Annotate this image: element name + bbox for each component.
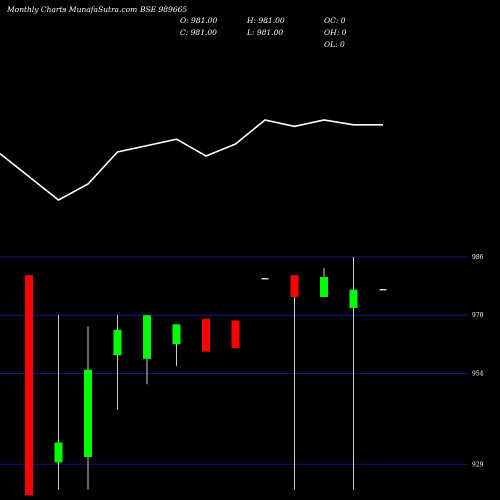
ol-value: OL: 0 (324, 40, 345, 49)
candle-body (349, 289, 358, 308)
candle-body (290, 275, 299, 297)
open-value: O: 981.00 (180, 16, 218, 25)
chart-brand: Monthly Charts (7, 5, 67, 14)
y-tick-label: 929 (472, 461, 484, 468)
oh-value: OH: 0 (324, 28, 347, 37)
y-tick-label: 986 (472, 254, 484, 261)
y-axis-ticks: 986 970 954 929 (472, 254, 484, 468)
line-series (0, 119, 383, 201)
low-value: L: 981.00 (247, 28, 284, 37)
candle-body (172, 324, 181, 345)
candle-body (25, 275, 33, 496)
candle-body (54, 442, 63, 463)
y-tick-label: 970 (472, 312, 484, 319)
chart-source: - MunafaSutra.com (64, 5, 138, 14)
candle-body (113, 329, 122, 356)
candle-body (231, 320, 240, 348)
candle-body (202, 318, 210, 352)
candle-body (320, 277, 328, 297)
candle-series (25, 257, 387, 496)
grid-lines (0, 256, 468, 465)
high-value: H: 981.00 (247, 16, 285, 25)
price-line (0, 119, 383, 201)
candle-body (143, 315, 151, 359)
y-tick-label: 954 (472, 370, 484, 377)
close-value: C: 981.00 (180, 28, 217, 37)
candle-body (84, 369, 92, 457)
oc-value: OC: 0 (324, 16, 346, 25)
chart-symbol: BSE 989665 (140, 5, 188, 14)
